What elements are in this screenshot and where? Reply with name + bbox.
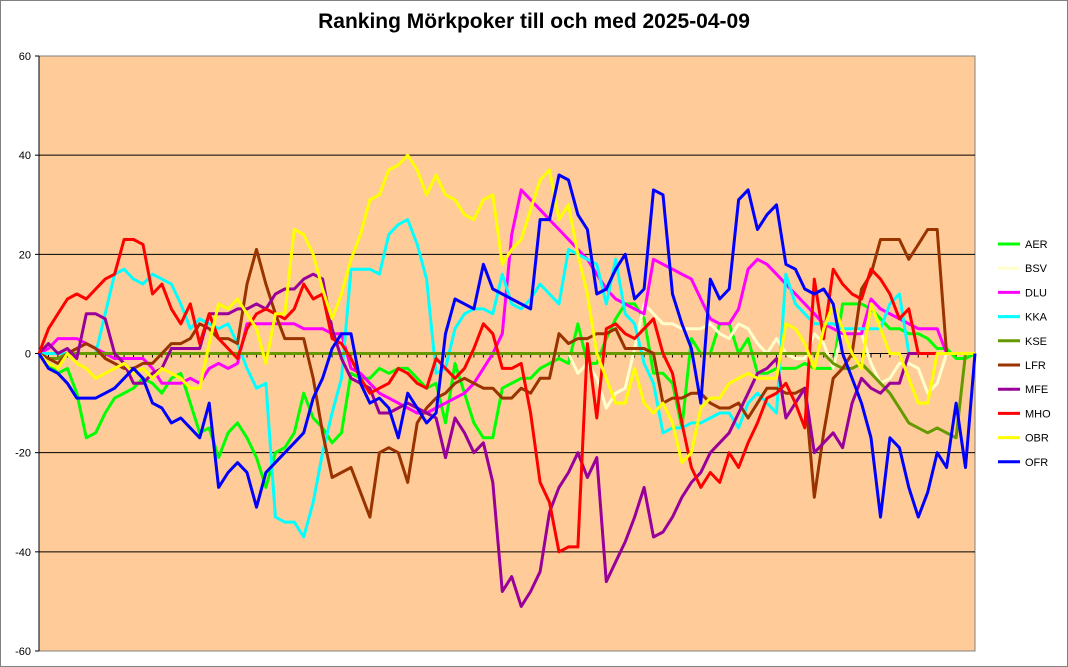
legend: AER BSV DLU KKA KSE LFR MFE MHO OBR OFR [998, 239, 1051, 469]
legend-label-aer: AER [1025, 239, 1048, 251]
series-line-obr [37, 153, 975, 465]
legend-label-mfe: MFE [1025, 384, 1048, 396]
legend-label-dlu: DLU [1025, 287, 1047, 299]
y-tick-label: 40 [19, 150, 31, 162]
y-tick-label: -40 [15, 547, 31, 559]
legend-label-mho: MHO [1025, 408, 1051, 420]
legend-label-kka: KKA [1025, 312, 1048, 324]
series-line-ofr [37, 173, 977, 519]
legend-label-obr: OBR [1025, 433, 1049, 445]
series-line-aer [37, 302, 976, 489]
y-tick-label: 0 [25, 349, 31, 361]
series-lines [37, 153, 977, 608]
chart-title: Ranking Mörkpoker till och med 2025-04-0… [318, 10, 750, 33]
series-line-mfe [37, 272, 975, 608]
y-axis-ticks: -60 -40 -20 0 20 40 60 [15, 51, 31, 658]
legend-label-ofr: OFR [1025, 457, 1048, 469]
y-tick-label: 60 [19, 51, 31, 63]
y-tick-label: -60 [15, 646, 31, 658]
series-line-mho [37, 238, 975, 554]
legend-label-bsv: BSV [1025, 263, 1048, 275]
series-line-lfr [38, 228, 975, 519]
y-tick-label: 20 [19, 249, 31, 261]
y-tick-label: -20 [15, 448, 31, 460]
legend-label-lfr: LFR [1025, 360, 1046, 372]
legend-label-kse: KSE [1025, 336, 1047, 348]
